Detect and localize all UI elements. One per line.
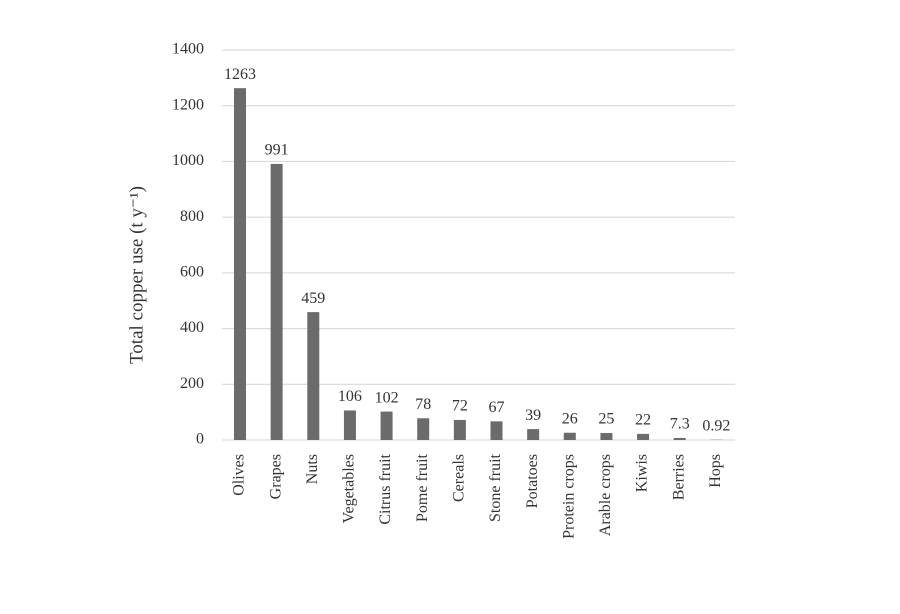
value-label: 26 <box>562 410 578 427</box>
x-tick-label: Protein crops <box>560 454 577 539</box>
bar <box>490 421 503 440</box>
x-tick-label: Grapes <box>267 454 284 499</box>
bar <box>673 437 686 440</box>
value-label: 7.3 <box>670 416 690 433</box>
x-tick-label: Potatoes <box>524 454 541 508</box>
bar <box>343 410 356 440</box>
value-label: 106 <box>338 388 362 405</box>
x-tick-label: Berries <box>670 454 687 500</box>
value-label: 78 <box>415 396 431 413</box>
bar <box>527 429 540 440</box>
bar <box>380 411 393 440</box>
value-label: 22 <box>635 412 651 429</box>
y-tick-label: 200 <box>180 375 204 392</box>
bar <box>417 418 430 440</box>
x-tick-label: Pome fruit <box>414 453 431 522</box>
value-label: 459 <box>301 290 325 307</box>
value-label: 102 <box>375 389 399 406</box>
value-label: 72 <box>452 398 468 415</box>
value-label: 1263 <box>224 66 256 83</box>
value-label: 25 <box>598 411 614 428</box>
bar <box>270 163 283 440</box>
x-tick-label: Nuts <box>304 454 321 484</box>
value-label: 39 <box>525 407 541 424</box>
x-tick-label: Cereals <box>451 454 468 502</box>
bar <box>453 419 466 440</box>
x-tick-label: Kiwis <box>634 454 651 492</box>
value-label: 67 <box>489 399 505 416</box>
y-tick-label: 1200 <box>172 96 204 113</box>
x-tick-label: Hops <box>707 454 724 488</box>
x-tick-label: Vegetables <box>341 454 358 523</box>
x-tick-label: Citrus fruit <box>377 453 394 524</box>
bar <box>234 88 246 441</box>
bar <box>600 433 613 440</box>
y-tick-label: 1400 <box>172 41 204 58</box>
bar <box>563 432 576 440</box>
y-tick-label: 0 <box>196 431 204 448</box>
bar <box>637 433 650 440</box>
y-tick-label: 400 <box>180 319 204 336</box>
x-tick-label: Arable crops <box>597 454 614 536</box>
value-label: 991 <box>265 142 289 159</box>
value-label: 0.92 <box>702 417 730 434</box>
bar <box>307 312 320 440</box>
y-tick-label: 800 <box>180 208 204 225</box>
y-tick-label: 1000 <box>172 152 204 169</box>
y-axis-label: Total copper use (t y⁻¹) <box>126 186 147 364</box>
x-tick-label: Stone fruit <box>487 453 504 522</box>
y-tick-label: 600 <box>180 264 204 281</box>
x-tick-label: Olives <box>231 454 248 496</box>
